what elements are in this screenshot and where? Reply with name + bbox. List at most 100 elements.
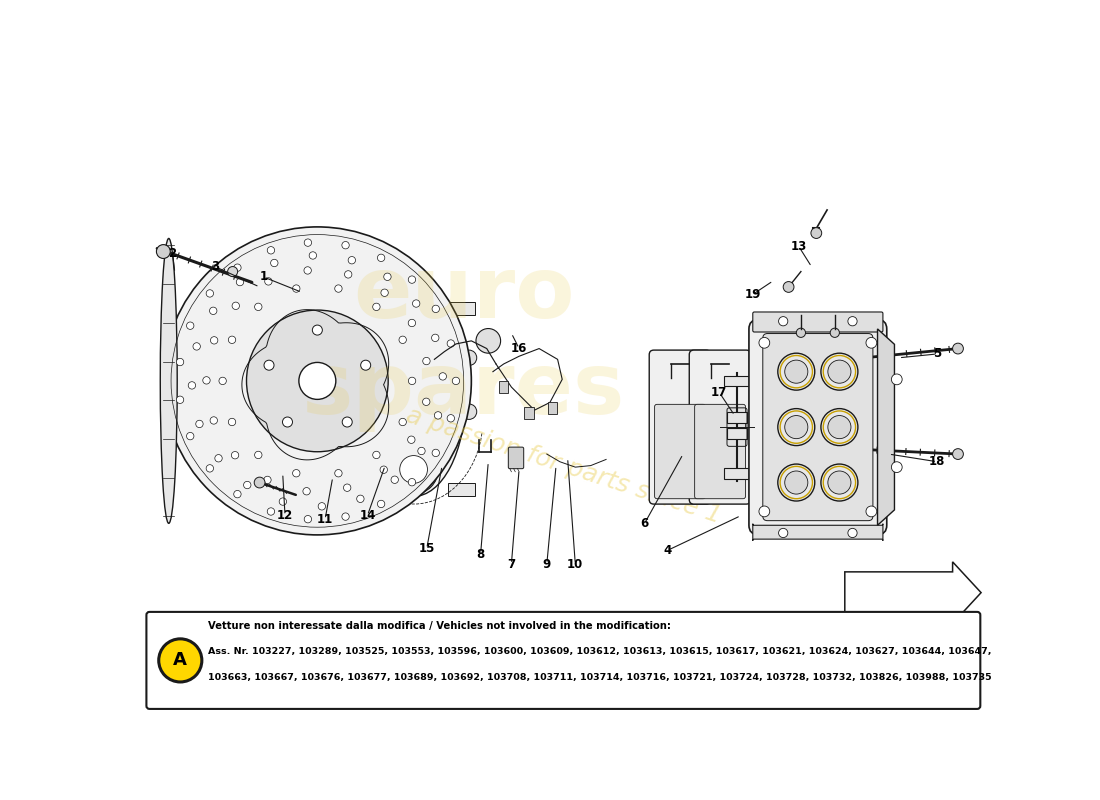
Text: 2: 2 <box>168 247 177 260</box>
Circle shape <box>412 300 420 307</box>
Text: 10: 10 <box>568 558 583 570</box>
Circle shape <box>821 409 858 446</box>
FancyBboxPatch shape <box>146 612 980 709</box>
Text: 16: 16 <box>510 342 527 355</box>
Circle shape <box>848 317 857 326</box>
Circle shape <box>418 447 426 454</box>
Circle shape <box>783 282 794 292</box>
Bar <box>548 402 557 414</box>
Circle shape <box>379 466 387 474</box>
Circle shape <box>828 360 851 383</box>
Circle shape <box>784 471 807 494</box>
Text: euro
spares: euro spares <box>302 253 625 432</box>
Text: 6: 6 <box>640 517 649 530</box>
Circle shape <box>476 329 501 353</box>
Circle shape <box>373 451 381 458</box>
FancyBboxPatch shape <box>695 404 746 498</box>
Text: 15: 15 <box>418 542 434 555</box>
Text: 18: 18 <box>930 455 945 468</box>
Circle shape <box>434 412 442 419</box>
Circle shape <box>778 464 815 501</box>
Circle shape <box>196 420 204 428</box>
Circle shape <box>389 445 438 494</box>
FancyBboxPatch shape <box>749 320 887 534</box>
Circle shape <box>246 310 388 452</box>
Circle shape <box>447 340 454 347</box>
Circle shape <box>821 464 858 501</box>
Circle shape <box>381 289 388 297</box>
Bar <box>727 413 747 423</box>
Circle shape <box>305 239 311 246</box>
Circle shape <box>299 362 336 399</box>
Circle shape <box>461 350 476 366</box>
Circle shape <box>828 415 851 438</box>
Circle shape <box>187 322 194 330</box>
Circle shape <box>408 319 416 326</box>
FancyBboxPatch shape <box>752 524 883 541</box>
Text: 19: 19 <box>745 288 760 301</box>
Circle shape <box>233 490 241 498</box>
Text: 5: 5 <box>933 347 942 361</box>
FancyBboxPatch shape <box>690 350 751 504</box>
Circle shape <box>390 476 398 483</box>
Circle shape <box>759 506 770 517</box>
Circle shape <box>377 254 385 262</box>
Circle shape <box>866 506 877 517</box>
Circle shape <box>243 482 251 489</box>
Circle shape <box>210 417 218 424</box>
Circle shape <box>891 374 902 385</box>
Text: 9: 9 <box>542 558 551 570</box>
Circle shape <box>422 358 430 365</box>
Circle shape <box>236 278 244 286</box>
Text: 3: 3 <box>211 261 220 274</box>
Circle shape <box>344 270 352 278</box>
Circle shape <box>206 465 213 472</box>
Circle shape <box>399 336 406 343</box>
Circle shape <box>779 528 788 538</box>
Circle shape <box>377 500 385 508</box>
Bar <box>724 375 750 386</box>
Circle shape <box>447 414 454 422</box>
Text: 1: 1 <box>260 270 267 283</box>
Text: 13: 13 <box>791 240 806 253</box>
Circle shape <box>452 378 460 385</box>
Text: 11: 11 <box>317 513 333 526</box>
FancyBboxPatch shape <box>654 404 705 498</box>
Circle shape <box>267 508 275 515</box>
Circle shape <box>228 266 238 277</box>
Text: Ass. Nr. 103227, 103289, 103525, 103553, 103596, 103600, 103609, 103612, 103613,: Ass. Nr. 103227, 103289, 103525, 103553,… <box>208 647 991 657</box>
Circle shape <box>361 360 371 370</box>
Ellipse shape <box>161 238 177 523</box>
Circle shape <box>431 334 439 342</box>
Circle shape <box>209 307 217 314</box>
Circle shape <box>176 358 184 366</box>
Circle shape <box>206 290 213 297</box>
Circle shape <box>156 245 170 258</box>
Circle shape <box>305 515 311 523</box>
FancyBboxPatch shape <box>508 447 524 469</box>
Bar <box>525 407 533 419</box>
Circle shape <box>408 478 416 486</box>
Circle shape <box>848 528 857 538</box>
Circle shape <box>210 337 218 344</box>
Circle shape <box>188 382 196 389</box>
Polygon shape <box>878 329 894 526</box>
Circle shape <box>399 455 428 483</box>
Circle shape <box>811 228 822 238</box>
Circle shape <box>254 451 262 458</box>
Circle shape <box>432 450 440 457</box>
Circle shape <box>399 418 406 426</box>
Circle shape <box>318 502 326 510</box>
Circle shape <box>408 276 416 283</box>
Circle shape <box>342 242 349 249</box>
Bar <box>727 428 747 438</box>
FancyBboxPatch shape <box>752 312 883 332</box>
Circle shape <box>439 373 447 380</box>
Circle shape <box>356 495 364 502</box>
Ellipse shape <box>362 296 465 496</box>
Circle shape <box>229 418 235 426</box>
Circle shape <box>891 462 902 473</box>
Circle shape <box>254 303 262 310</box>
Circle shape <box>254 477 265 488</box>
Circle shape <box>779 317 788 326</box>
